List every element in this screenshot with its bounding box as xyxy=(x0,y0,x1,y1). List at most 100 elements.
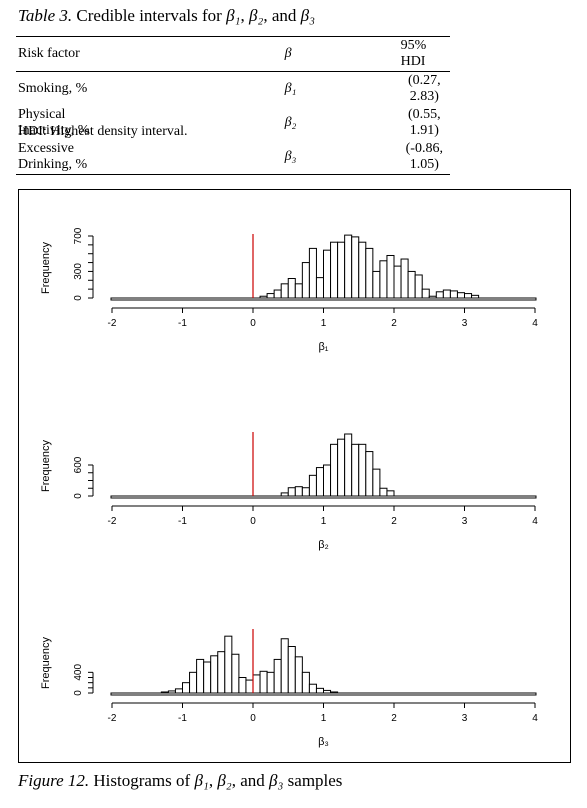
histogram-bar xyxy=(315,277,325,299)
histogram-bar xyxy=(323,689,332,694)
histogram-bar xyxy=(400,258,409,299)
figure-caption-sep1: , xyxy=(208,771,214,790)
histogram-bar xyxy=(189,671,198,694)
histogram-bar xyxy=(330,241,339,299)
histogram-bar xyxy=(167,690,176,694)
x-axis-label: β₁ xyxy=(318,341,328,353)
histogram-bar xyxy=(330,691,339,694)
histogram-bar xyxy=(315,467,325,497)
y-axis-label: Frequency xyxy=(40,242,52,294)
histogram-bar xyxy=(210,655,219,694)
x-axis-label: β₂ xyxy=(318,539,329,551)
x-tick-label: 1 xyxy=(321,318,327,329)
x-axis-label: β₃ xyxy=(318,736,329,748)
figure-caption-prefix: Histograms of xyxy=(93,771,191,790)
histogram-bar xyxy=(464,293,473,299)
histogram-bar xyxy=(449,290,458,299)
histogram-bar xyxy=(231,653,240,694)
histogram-bar xyxy=(435,291,444,299)
histogram-bar xyxy=(407,270,416,299)
histogram-bar xyxy=(365,247,374,299)
x-tick-label: 2 xyxy=(391,318,397,329)
histogram-bar xyxy=(294,283,303,299)
table-caption-sep1: , xyxy=(240,6,245,25)
x-tick-label: 4 xyxy=(532,318,538,329)
x-tick-label: -2 xyxy=(108,713,117,724)
histogram-bar xyxy=(365,451,374,497)
x-tick-label: 0 xyxy=(250,318,256,329)
x-tick-label: 1 xyxy=(321,516,327,527)
x-tick-label: 0 xyxy=(250,713,256,724)
x-tick-label: 3 xyxy=(462,516,468,527)
histogram-bar xyxy=(372,468,381,497)
y-axis-label: Frequency xyxy=(40,440,52,492)
x-tick-label: 0 xyxy=(250,516,256,527)
histogram-bar xyxy=(182,682,191,694)
histogram-bar xyxy=(287,487,296,497)
histogram-bar xyxy=(280,283,289,299)
y-axis-label: Frequency xyxy=(40,637,52,689)
x-tick-label: -1 xyxy=(178,516,187,527)
header-risk-factor: Risk factor xyxy=(18,46,80,61)
y-tick-label: 600 xyxy=(73,456,84,473)
histogram-bar xyxy=(266,671,275,694)
histogram-bar xyxy=(428,295,437,299)
histogram-bar xyxy=(344,234,353,299)
histogram-bar xyxy=(301,487,310,497)
figure-caption-beta2: β₂ xyxy=(217,771,232,790)
row-factor: Smoking, % xyxy=(18,81,88,96)
figure-caption-suffix: samples xyxy=(287,771,343,790)
y-tick-label: 400 xyxy=(73,664,84,681)
histogram-bar xyxy=(259,295,268,299)
credible-intervals-table: Risk factor β 95% HDI Smoking, % β₁ (0.2… xyxy=(16,36,450,175)
table-caption-prefix: Credible intervals for xyxy=(76,6,222,25)
histogram-bar xyxy=(238,677,247,694)
header-hdi: 95% HDI xyxy=(400,38,427,69)
histogram-bar xyxy=(203,661,212,694)
histogram-bar xyxy=(442,289,451,299)
histogram-bar xyxy=(323,249,332,299)
y-tick-label: 300 xyxy=(73,263,84,280)
table-caption-beta3: β₃ xyxy=(300,6,316,25)
table-caption-sep2: , and xyxy=(263,6,297,25)
table-label: Table 3. xyxy=(18,6,73,25)
histogram-bar xyxy=(358,241,367,299)
table-row: Smoking, % β₁ (0.27, 2.83) xyxy=(16,72,450,107)
row-hdi: (0.55, 1.91) xyxy=(407,107,441,138)
histogram-bar xyxy=(351,443,360,497)
histogram-bar xyxy=(301,262,310,299)
histogram-bar xyxy=(471,294,480,299)
x-tick-label: -1 xyxy=(178,713,187,724)
histogram-bar xyxy=(252,674,261,694)
table-note: HDI: Highest density interval. xyxy=(18,124,188,139)
figure-caption-beta3: β₃ xyxy=(269,771,284,790)
row-beta: β₂ xyxy=(284,115,297,130)
histogram-bar xyxy=(393,265,402,299)
figure-caption-sep2: , and xyxy=(231,771,265,790)
y-tick-label: 0 xyxy=(73,295,84,301)
x-tick-label: 4 xyxy=(532,713,538,724)
histogram-bar xyxy=(386,254,395,299)
table-row: Physical Inactivity, % β₂ (0.55, 1.91) xyxy=(16,106,450,140)
table-caption-beta2: β₂ xyxy=(248,6,264,25)
row-hdi: (-0.86, 1.05) xyxy=(405,141,443,172)
histogram-bar xyxy=(224,635,233,694)
histogram-bar xyxy=(379,487,388,497)
histogram-bar xyxy=(160,691,169,694)
x-tick-label: 3 xyxy=(462,713,468,724)
histogram-bar xyxy=(315,687,325,694)
figure-frame: -2 -1 0 1 2 3 4 β₁ 0 300 700 Frequency -2 -1 0 1 2 3 4 β₂ 0 6… xyxy=(18,189,571,763)
histogram-bar xyxy=(351,236,360,299)
histogram-bar xyxy=(287,278,296,299)
histogram-bar xyxy=(323,464,332,497)
table-caption-beta1: β₁ xyxy=(226,6,241,25)
x-tick-label: -2 xyxy=(108,318,117,329)
figure-caption-beta1: β₁ xyxy=(194,771,209,790)
histogram-bar xyxy=(308,683,317,694)
y-tick-label: 0 xyxy=(73,690,84,696)
histogram-bar xyxy=(273,658,282,694)
histogram-bar xyxy=(344,433,353,497)
histogram-bar xyxy=(259,670,268,694)
histogram-bar xyxy=(308,474,317,497)
table-caption: Table 3. Credible intervals for β₁, β₂, … xyxy=(18,6,315,26)
